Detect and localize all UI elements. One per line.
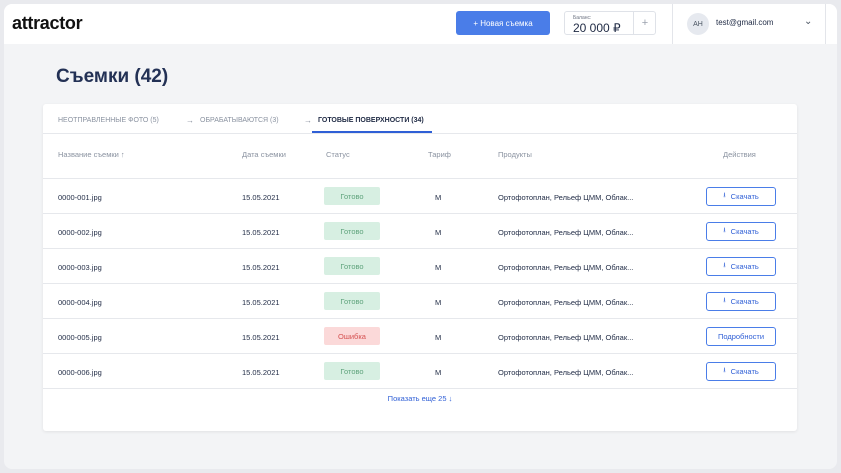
cell-products: Ортофотоплан, Рельеф ЦММ, Облак... xyxy=(498,333,634,342)
tab-processing[interactable]: Обрабатываются (3) xyxy=(200,117,279,124)
download-icon: ⭳ xyxy=(723,297,726,304)
download-button[interactable]: ⭳ Скачать xyxy=(706,187,776,206)
cell-products: Ортофотоплан, Рельеф ЦММ, Облак... xyxy=(498,263,634,272)
arrow-right-icon: → xyxy=(304,116,312,125)
logo: attractor xyxy=(12,13,83,33)
cell-date: 15.05.2021 xyxy=(242,368,280,377)
top-header: attractor + Новая съемка Баланс: 20 000 … xyxy=(4,4,837,44)
download-icon: ⭳ xyxy=(723,227,726,234)
chevron-down-icon[interactable]: ⌄ xyxy=(804,16,813,27)
status-badge: Готово xyxy=(324,187,380,205)
table-row[interactable]: 0000-005.jpg 15.05.2021 Ошибка M Ортофот… xyxy=(43,318,797,353)
column-header-name[interactable]: Название съемки ↑ xyxy=(58,150,125,159)
cell-tariff: M xyxy=(435,333,442,342)
status-badge: Готово xyxy=(324,362,380,380)
table-row[interactable]: 0000-004.jpg 15.05.2021 Готово M Ортофот… xyxy=(43,283,797,318)
status-badge: Готово xyxy=(324,222,380,240)
cell-products: Ортофотоплан, Рельеф ЦММ, Облак... xyxy=(498,368,634,377)
download-icon: ⭳ xyxy=(723,192,726,199)
new-shoot-button[interactable]: + Новая съемка xyxy=(456,11,550,35)
avatar[interactable]: AH xyxy=(687,13,709,35)
show-more-link[interactable]: Показать еще 25 ↓ xyxy=(387,394,453,403)
column-header-products: Продукты xyxy=(498,150,532,159)
cell-date: 15.05.2021 xyxy=(242,228,280,237)
active-tab-indicator xyxy=(312,131,432,133)
table-divider xyxy=(43,388,797,389)
header-divider xyxy=(672,4,673,44)
header-divider xyxy=(825,4,826,44)
cell-date: 15.05.2021 xyxy=(242,193,280,202)
details-label: Подробности xyxy=(717,332,765,341)
status-badge: Ошибка xyxy=(324,327,380,345)
user-email[interactable]: test@gmail.com xyxy=(716,18,774,27)
table-row[interactable]: 0000-001.jpg 15.05.2021 Готово M Ортофот… xyxy=(43,178,797,213)
balance-label: Баланс: xyxy=(573,15,592,21)
download-label: Скачать xyxy=(730,192,759,201)
arrow-right-icon: → xyxy=(186,116,194,125)
cell-tariff: M xyxy=(435,228,442,237)
app-frame: attractor + Новая съемка Баланс: 20 000 … xyxy=(4,4,837,469)
column-header-date: Дата съемки xyxy=(242,150,286,159)
download-button[interactable]: ⭳ Скачать xyxy=(706,292,776,311)
balance-box: Баланс: 20 000 ₽ + xyxy=(564,11,656,35)
shoots-table-card: Неотправленные фото (5) → Обрабатываются… xyxy=(43,104,797,431)
download-button[interactable]: ⭳ Скачать xyxy=(706,362,776,381)
status-badge: Готово xyxy=(324,257,380,275)
cell-tariff: M xyxy=(435,368,442,377)
download-label: Скачать xyxy=(730,227,759,236)
cell-name: 0000-004.jpg xyxy=(58,298,102,307)
cell-name: 0000-005.jpg xyxy=(58,333,102,342)
cell-products: Ортофотоплан, Рельеф ЦММ, Облак... xyxy=(498,298,634,307)
download-label: Скачать xyxy=(730,262,759,271)
cell-tariff: M xyxy=(435,193,442,202)
column-header-status: Статус xyxy=(326,150,350,159)
cell-date: 15.05.2021 xyxy=(242,298,280,307)
column-header-actions: Действия xyxy=(723,150,756,159)
add-balance-button[interactable]: + xyxy=(633,12,656,34)
cell-name: 0000-001.jpg xyxy=(58,193,102,202)
cell-products: Ортофотоплан, Рельеф ЦММ, Облак... xyxy=(498,228,634,237)
download-label: Скачать xyxy=(730,297,759,306)
download-label: Скачать xyxy=(730,367,759,376)
details-button[interactable]: Подробности xyxy=(706,327,776,346)
page-title: Съемки (42) xyxy=(56,66,169,87)
download-button[interactable]: ⭳ Скачать xyxy=(706,257,776,276)
status-badge: Готово xyxy=(324,292,380,310)
tab-unsent-photos[interactable]: Неотправленные фото (5) xyxy=(58,117,159,124)
download-icon: ⭳ xyxy=(723,262,726,269)
balance-value: 20 000 ₽ xyxy=(573,21,621,35)
column-header-tariff: Тариф xyxy=(428,150,451,159)
cell-products: Ортофотоплан, Рельеф ЦММ, Облак... xyxy=(498,193,634,202)
table-row[interactable]: 0000-002.jpg 15.05.2021 Готово M Ортофот… xyxy=(43,213,797,248)
download-icon: ⭳ xyxy=(723,367,726,374)
download-button[interactable]: ⭳ Скачать xyxy=(706,222,776,241)
table-row[interactable]: 0000-003.jpg 15.05.2021 Готово M Ортофот… xyxy=(43,248,797,283)
cell-date: 15.05.2021 xyxy=(242,263,280,272)
cell-name: 0000-003.jpg xyxy=(58,263,102,272)
tab-ready-surfaces[interactable]: Готовые поверхности (34) xyxy=(318,117,424,124)
cell-name: 0000-002.jpg xyxy=(58,228,102,237)
table-row[interactable]: 0000-006.jpg 15.05.2021 Готово M Ортофот… xyxy=(43,353,797,388)
status-tabs: Неотправленные фото (5) → Обрабатываются… xyxy=(43,104,797,134)
cell-name: 0000-006.jpg xyxy=(58,368,102,377)
cell-tariff: M xyxy=(435,298,442,307)
cell-tariff: M xyxy=(435,263,442,272)
cell-date: 15.05.2021 xyxy=(242,333,280,342)
